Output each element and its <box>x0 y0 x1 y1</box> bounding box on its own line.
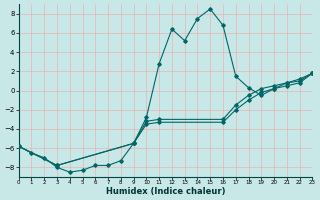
X-axis label: Humidex (Indice chaleur): Humidex (Indice chaleur) <box>106 187 225 196</box>
